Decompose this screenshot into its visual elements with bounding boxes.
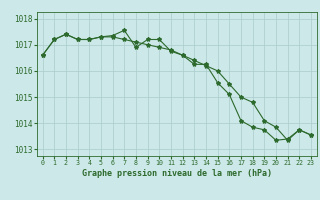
X-axis label: Graphe pression niveau de la mer (hPa): Graphe pression niveau de la mer (hPa) xyxy=(82,169,272,178)
